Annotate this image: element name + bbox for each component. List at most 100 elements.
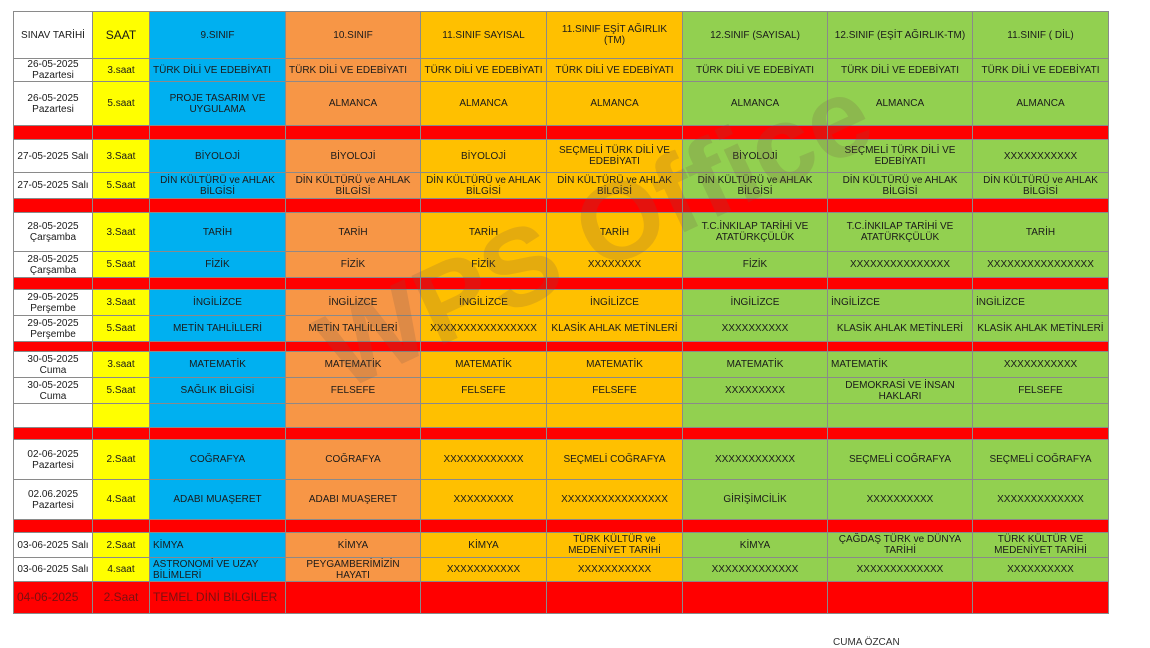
exam-subject-cell: ALMANCA — [827, 81, 973, 126]
exam-subject-cell: BİYOLOJİ — [420, 139, 547, 173]
table-row — [13, 403, 1109, 428]
separator-cell — [546, 427, 683, 440]
table-row: 02.06.2025 Pazartesi 4.Saat ADABI MUAŞERET… — [13, 479, 1109, 520]
exam-subject-cell: ADABI MUAŞERET — [149, 479, 286, 520]
exam-date-cell: 30-05-2025 Cuma — [13, 377, 93, 404]
exam-hour-cell: 3.saat — [92, 351, 150, 378]
separator-row — [13, 277, 1109, 290]
exam-subject-cell: XXXXXXXXXXXXX — [972, 479, 1109, 520]
exam-subject-cell: BİYOLOJİ — [682, 139, 828, 173]
exam-date-cell: 29-05-2025 Perşembe — [13, 289, 93, 316]
signature-text: CUMA ÖZCAN — [833, 637, 900, 648]
exam-subject-cell: MATEMATİK — [546, 351, 683, 378]
exam-subject-cell: XXXXXXXXX — [420, 479, 547, 520]
exam-subject-cell: TÜRK DİLİ VE EDEBİYATI — [546, 58, 683, 82]
exam-date-cell: 02.06.2025 Pazartesi — [13, 479, 93, 520]
column-header: 10.SINIF — [285, 11, 421, 59]
exam-subject-cell: MATEMATİK — [149, 351, 286, 378]
separator-cell — [149, 198, 286, 213]
exam-subject-cell: TARİH — [149, 212, 286, 252]
exam-subject-cell: XXXXXXXXXXXXXXXX — [972, 251, 1109, 278]
exam-hour-cell: 3.Saat — [92, 289, 150, 316]
separator-cell — [827, 277, 973, 290]
exam-subject-cell: TÜRK KÜLTÜR ve MEDENİYET TARİHİ — [546, 532, 683, 558]
exam-subject-cell: MATEMATİK — [682, 351, 828, 378]
exam-subject-cell: XXXXXXXX — [546, 251, 683, 278]
exam-subject-cell: ASTRONOMİ VE UZAY BİLİMLERİ — [149, 557, 286, 582]
exam-subject-cell: BİYOLOJİ — [285, 139, 421, 173]
exam-subject-cell: FELSEFE — [420, 377, 547, 404]
exam-subject-cell: SAĞLIK BİLGİSİ — [149, 377, 286, 404]
exam-hour-cell: 5.Saat — [92, 377, 150, 404]
separator-row — [13, 519, 1109, 533]
exam-date-cell: 04-06-2025 — [13, 581, 93, 614]
exam-subject-cell: TÜRK KÜLTÜR VE MEDENİYET TARİHİ — [972, 532, 1109, 558]
exam-subject-cell: İNGİLİZCE — [682, 289, 828, 316]
table-row: 30-05-2025 Cuma 5.Saat SAĞLIK BİLGİSİ FELSE… — [13, 377, 1109, 404]
exam-subject-cell: KLASİK AHLAK METİNLERİ — [827, 315, 973, 342]
separator-cell — [827, 519, 973, 533]
exam-subject-cell: SEÇMELİ TÜRK DİLİ VE EDEBİYATI — [546, 139, 683, 173]
separator-cell — [682, 125, 828, 140]
exam-subject-cell: PEYGAMBERİMİZİN HAYATI — [285, 557, 421, 582]
separator-cell — [149, 427, 286, 440]
separator-cell — [682, 198, 828, 213]
exam-hour-cell: 3.saat — [92, 58, 150, 82]
exam-date-cell: 03-06-2025 Salı — [13, 532, 93, 558]
exam-subject-cell: DİN KÜLTÜRÜ ve AHLAK BİLGİSİ — [546, 172, 683, 199]
separator-cell — [972, 125, 1109, 140]
exam-hour-cell: 4.Saat — [92, 479, 150, 520]
exam-subject-cell: FİZİK — [149, 251, 286, 278]
exam-subject-cell: KİMYA — [285, 532, 421, 558]
exam-subject-cell: SEÇMELİ COĞRAFYA — [546, 439, 683, 480]
column-header: 12.SINIF (SAYISAL) — [682, 11, 828, 59]
exam-subject-cell: TARİH — [972, 212, 1109, 252]
exam-subject-cell — [827, 581, 973, 614]
exam-subject-cell: DİN KÜLTÜRÜ ve AHLAK BİLGİSİ — [149, 172, 286, 199]
separator-cell — [420, 519, 547, 533]
table-row: 29-05-2025 Perşembe 5.Saat METİN TAHLİLLER… — [13, 315, 1109, 342]
exam-date-cell: 28-05-2025 Çarşamba — [13, 212, 93, 252]
exam-subject-cell: TARİH — [285, 212, 421, 252]
separator-cell — [420, 427, 547, 440]
separator-cell — [546, 125, 683, 140]
separator-cell — [13, 341, 93, 352]
exam-subject-cell: DİN KÜLTÜRÜ ve AHLAK BİLGİSİ — [682, 172, 828, 199]
exam-subject-cell: TÜRK DİLİ VE EDEBİYATI — [972, 58, 1109, 82]
exam-subject-cell: METİN TAHLİLLERİ — [149, 315, 286, 342]
separator-cell — [285, 519, 421, 533]
separator-cell — [972, 198, 1109, 213]
exam-subject-cell: COĞRAFYA — [285, 439, 421, 480]
table-row: 26-05-2025 Pazartesi 5.saat PROJE TASARIM … — [13, 81, 1109, 126]
exam-subject-cell: ALMANCA — [972, 81, 1109, 126]
exam-subject-cell: XXXXXXXXXX — [682, 315, 828, 342]
exam-subject-cell: XXXXXXXXXXXX — [420, 439, 547, 480]
exam-schedule-sheet: SINAV TARİHİ SAAT 9.SINIF 10.SINIF 11.SINIF … — [13, 11, 1109, 614]
exam-subject-cell: DİN KÜLTÜRÜ ve AHLAK BİLGİSİ — [420, 172, 547, 199]
separator-cell — [682, 427, 828, 440]
separator-cell — [285, 198, 421, 213]
exam-subject-cell: İNGİLİZCE — [149, 289, 286, 316]
empty-cell — [827, 403, 973, 428]
separator-cell — [682, 277, 828, 290]
separator-cell — [285, 277, 421, 290]
exam-hour-cell: 5.saat — [92, 81, 150, 126]
exam-subject-cell: XXXXXXXXXXXX — [682, 439, 828, 480]
empty-cell — [420, 403, 547, 428]
exam-subject-cell: METİN TAHLİLLERİ — [285, 315, 421, 342]
separator-cell — [13, 198, 93, 213]
exam-subject-cell: COĞRAFYA — [149, 439, 286, 480]
exam-subject-cell: GİRİŞİMCİLİK — [682, 479, 828, 520]
exam-subject-cell: DİN KÜLTÜRÜ ve AHLAK BİLGİSİ — [285, 172, 421, 199]
separator-cell — [13, 427, 93, 440]
empty-cell — [149, 403, 286, 428]
table-row: 26-05-2025 Pazartesi 3.saat TÜRK DİLİ VE E… — [13, 58, 1109, 82]
exam-subject-cell: ADABI MUAŞERET — [285, 479, 421, 520]
exam-subject-cell: XXXXXXXXXXX — [420, 557, 547, 582]
table-row: 03-06-2025 Salı 2.Saat KİMYA KİMYA KİMYA TÜRK… — [13, 532, 1109, 558]
exam-subject-cell: FİZİK — [682, 251, 828, 278]
exam-subject-cell: MATEMATİK — [827, 351, 973, 378]
separator-cell — [420, 341, 547, 352]
separator-cell — [420, 125, 547, 140]
empty-cell — [546, 403, 683, 428]
